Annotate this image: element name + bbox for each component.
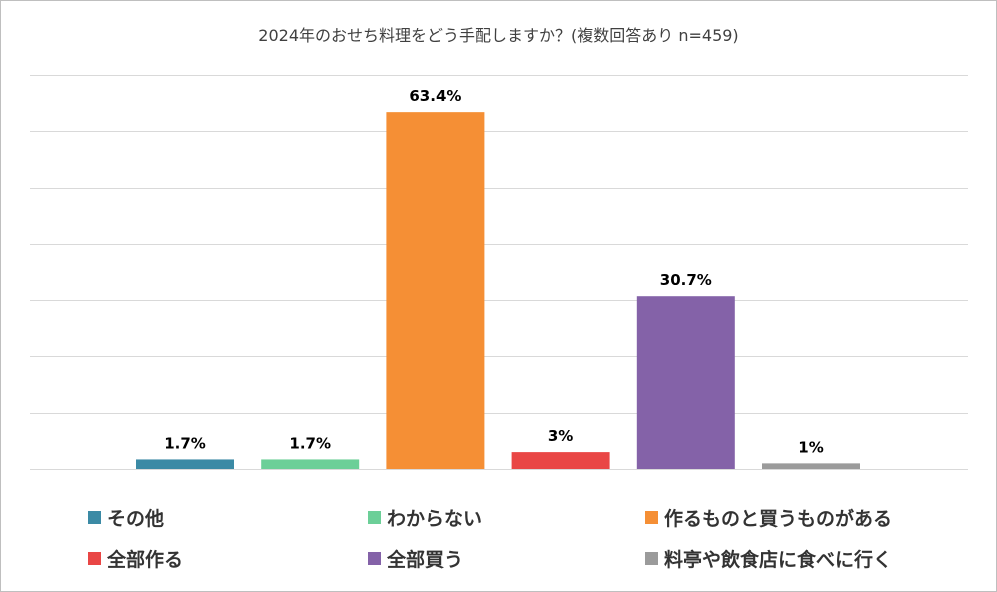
data-label-4: 30.7% — [660, 271, 712, 289]
bar-3 — [511, 452, 610, 469]
chart-title: 2024年のおせち料理をどう手配しますか？(複数回答あり n=459) — [258, 26, 739, 45]
bar-1 — [261, 459, 360, 469]
data-label-3: 3% — [548, 427, 573, 445]
bar-5 — [762, 463, 860, 469]
data-label-2: 63.4% — [409, 87, 461, 105]
bar-4 — [636, 296, 735, 469]
bar-2 — [386, 112, 485, 470]
bar-0 — [136, 459, 234, 469]
data-label-0: 1.7% — [164, 434, 206, 452]
data-label-5: 1% — [798, 438, 823, 456]
data-label-1: 1.7% — [289, 434, 331, 452]
